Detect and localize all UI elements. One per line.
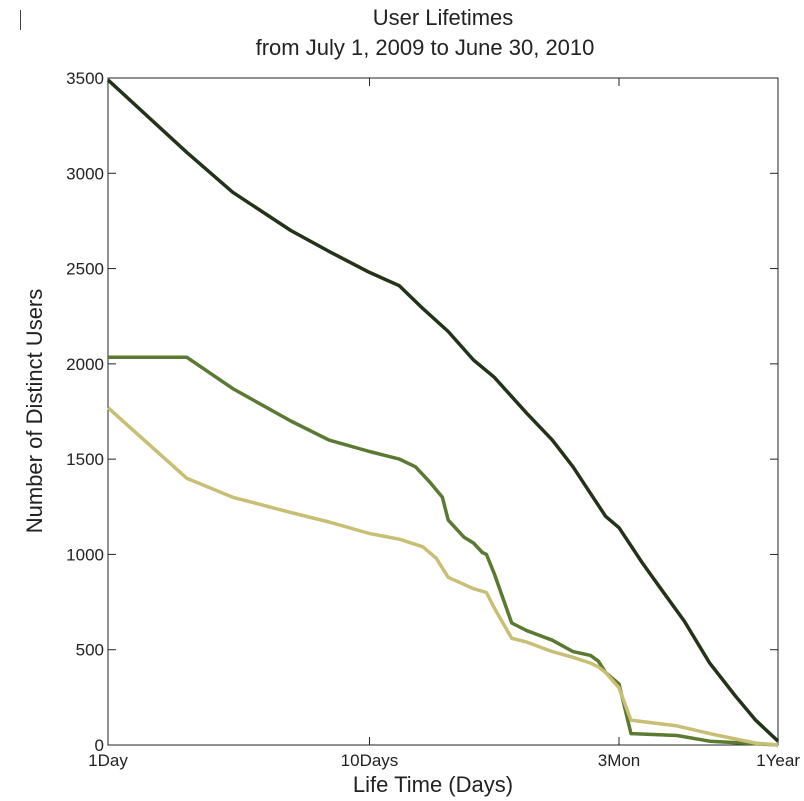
y-tick-label: 500: [76, 641, 104, 660]
stray-mark: [20, 10, 21, 30]
x-axis-ticks: 1Day 10Days 3Mon 1Year: [88, 78, 800, 770]
series-line-2: [108, 355, 779, 747]
y-tick-label: 0: [95, 736, 104, 755]
y-axis-label: Number of Distinct Users: [22, 289, 47, 534]
x-tick-label: 1Day: [88, 751, 128, 770]
y-tick-label: 1500: [66, 450, 104, 469]
y-tick-label: 2000: [66, 355, 104, 374]
y-tick-label: 3000: [66, 164, 104, 183]
y-tick-label: 2500: [66, 260, 104, 279]
x-axis-label: Life Time (Days): [353, 772, 513, 797]
series-lines: [106, 78, 780, 747]
series-line-1: [106, 78, 780, 743]
x-tick-label: 10Days: [341, 751, 399, 770]
series-line-3: [106, 406, 779, 747]
x-tick-label: 3Mon: [598, 751, 641, 770]
y-tick-label: 3500: [66, 69, 104, 88]
plot-frame: [107, 77, 779, 746]
chart-title: User Lifetimes: [373, 5, 514, 30]
y-axis-ticks: 0 500 1000 1500 2000 2500 3000 3500: [66, 69, 778, 755]
y-tick-label: 1000: [66, 545, 104, 564]
x-tick-label: 1Year: [756, 751, 800, 770]
chart-subtitle: from July 1, 2009 to June 30, 2010: [256, 35, 595, 60]
